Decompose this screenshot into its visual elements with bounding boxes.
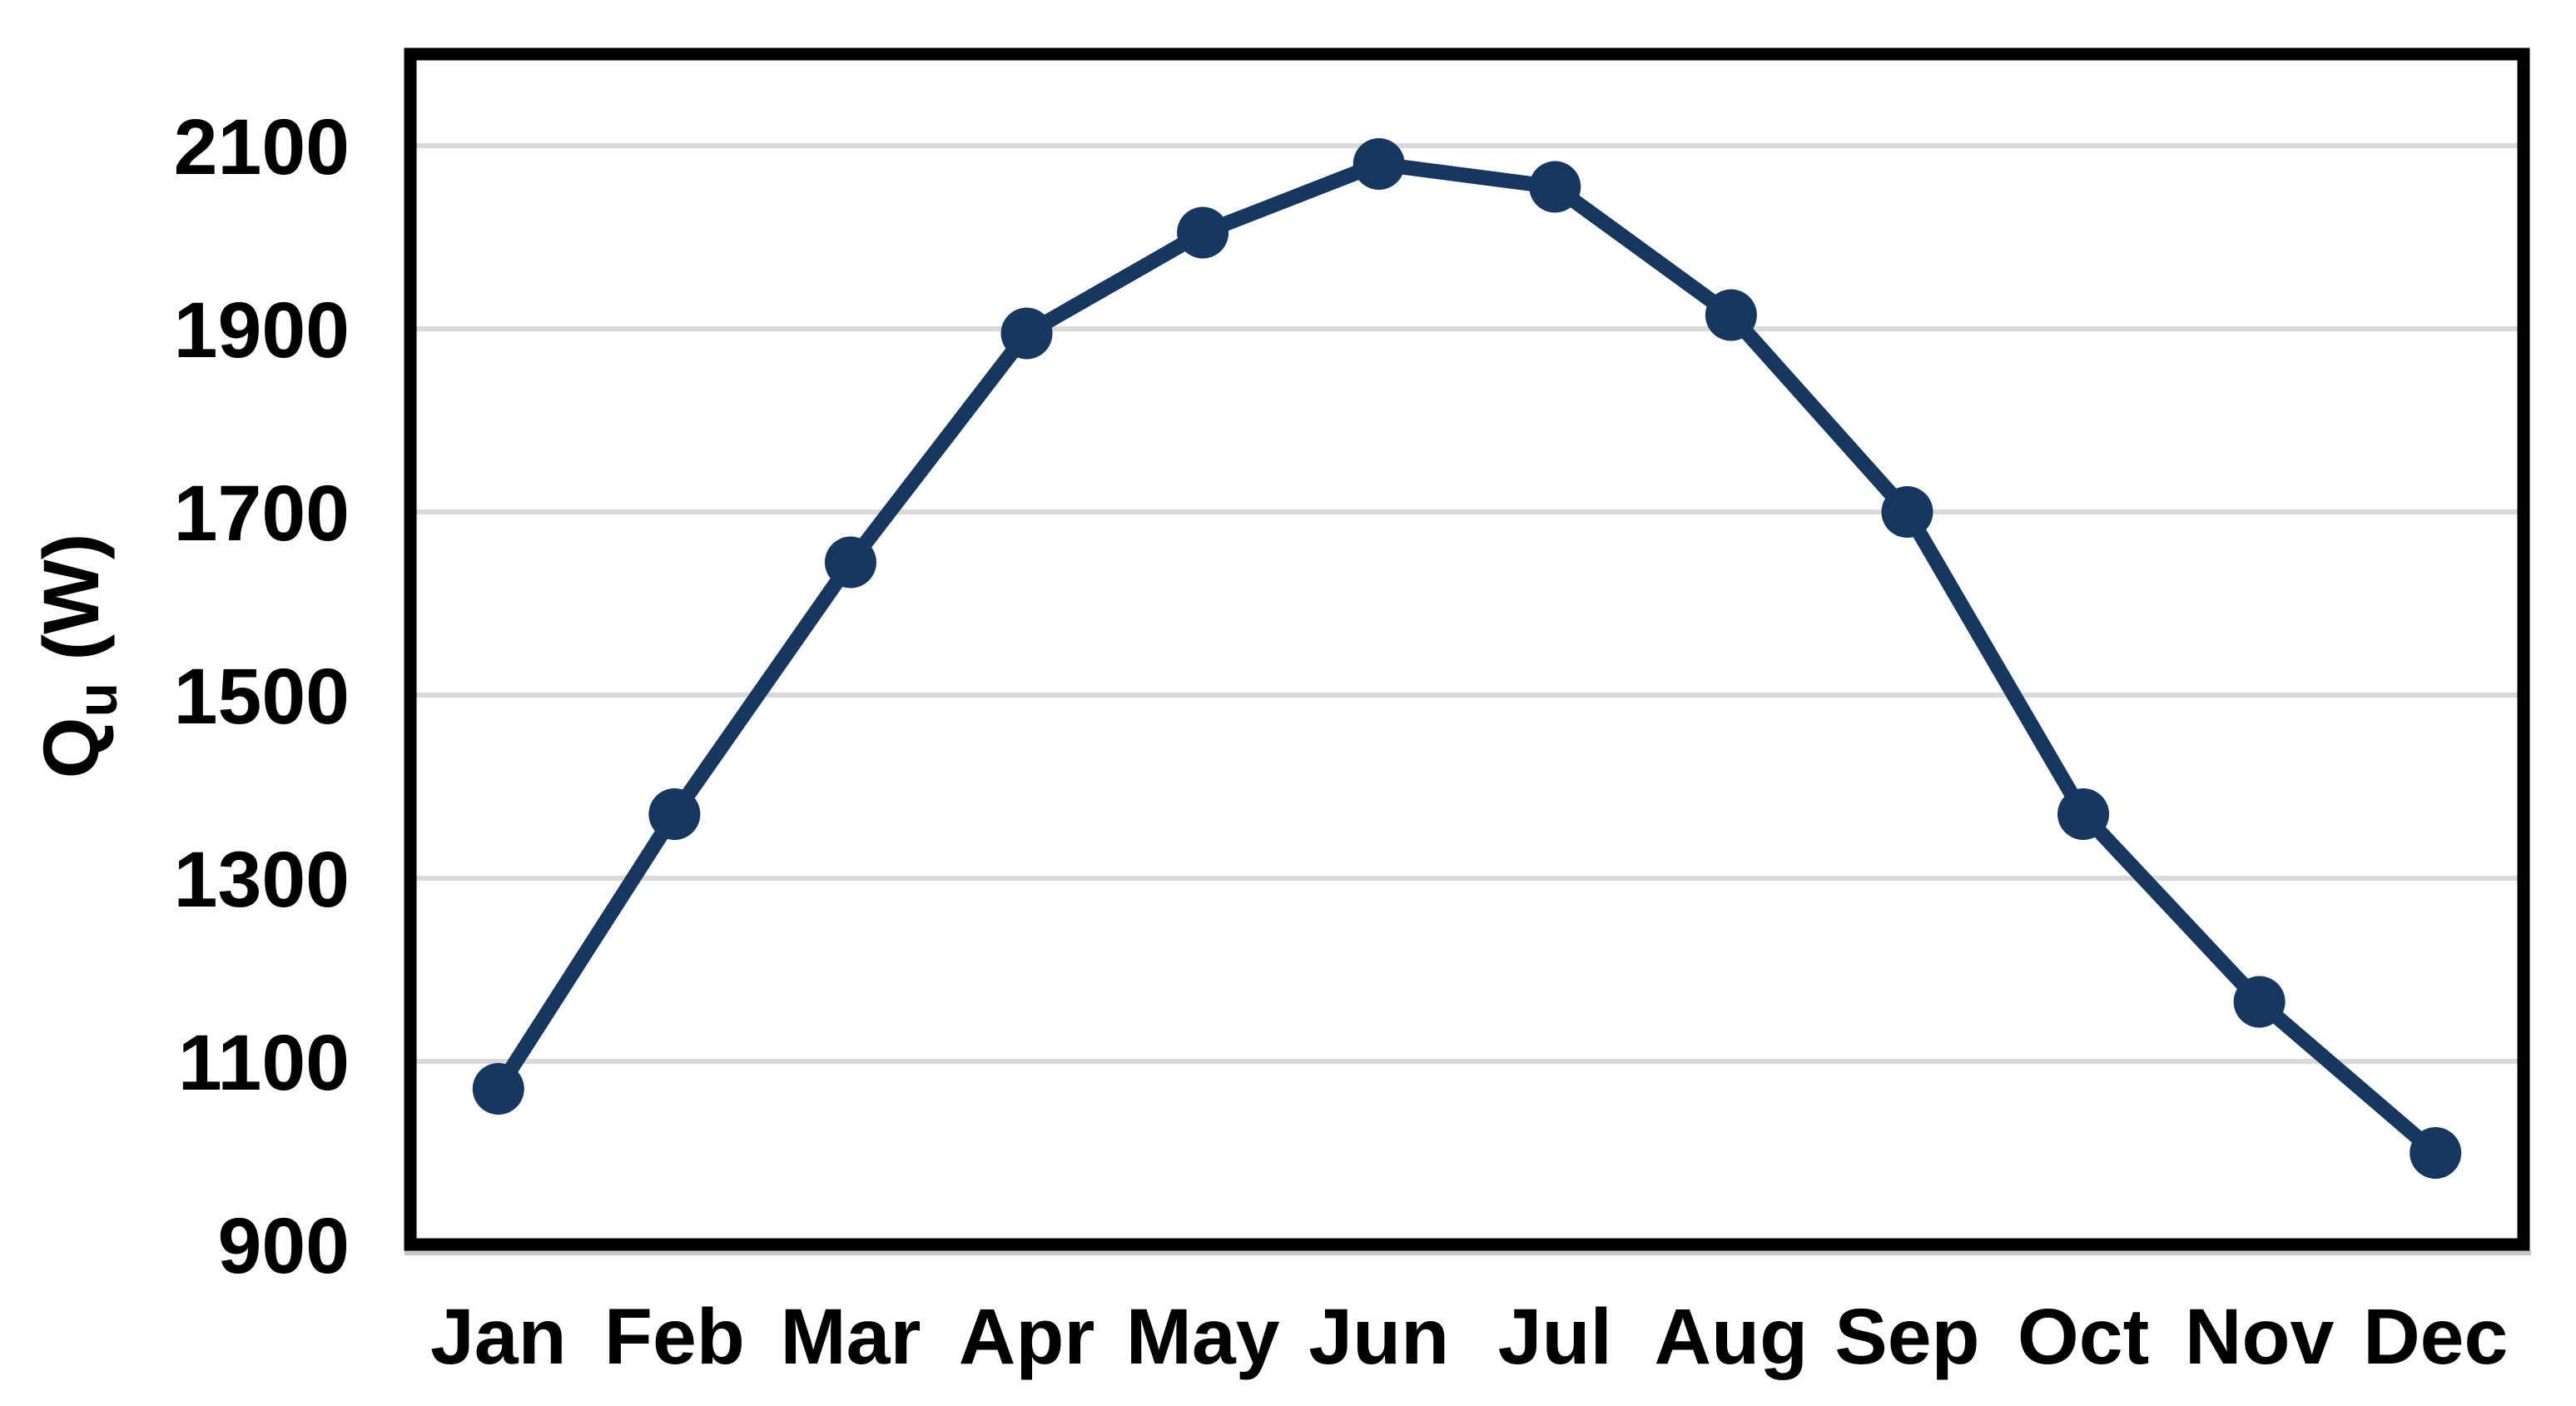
y-tick-label-1100: 1100 <box>178 1019 350 1107</box>
marker-Jul <box>1529 161 1581 213</box>
x-tick-label-Dec: Dec <box>2363 1293 2508 1381</box>
marker-Nov <box>2233 976 2286 1028</box>
marker-Aug <box>1705 289 1757 341</box>
y-tick-label-1300: 1300 <box>174 836 350 924</box>
y-tick-label-1700: 1700 <box>174 469 350 558</box>
plot-border <box>404 47 2530 1251</box>
marker-Jan <box>472 1063 524 1115</box>
x-tick-label-Sep: Sep <box>1834 1293 1979 1381</box>
y-tick-label-1500: 1500 <box>174 653 350 741</box>
marker-Oct <box>2057 788 2110 840</box>
marker-May <box>1177 206 1229 259</box>
x-tick-label-Oct: Oct <box>2018 1293 2149 1381</box>
x-tick-label-Nov: Nov <box>2185 1293 2335 1381</box>
marker-Jun <box>1353 138 1405 190</box>
y-tick-label-1900: 1900 <box>174 286 350 375</box>
y-axis-title: Qu (W) <box>27 534 129 779</box>
marker-Mar <box>824 536 876 589</box>
marker-Apr <box>1000 307 1053 360</box>
x-tick-label-Mar: Mar <box>780 1293 921 1381</box>
marker-Feb <box>648 788 701 840</box>
x-tick-label-Jan: Jan <box>430 1293 567 1381</box>
y-tick-label-900: 900 <box>217 1202 350 1290</box>
x-tick-label-Apr: Apr <box>959 1293 1095 1381</box>
y-tick-label-2100: 2100 <box>174 103 350 191</box>
series-line <box>490 156 2444 1160</box>
x-tick-label-May: May <box>1126 1293 1280 1381</box>
x-tick-label-Jul: Jul <box>1498 1293 1612 1381</box>
marker-Sep <box>1881 486 1933 538</box>
x-tick-label-Aug: Aug <box>1655 1293 1809 1381</box>
marker-Dec <box>2410 1127 2462 1179</box>
x-tick-label-Feb: Feb <box>604 1293 745 1381</box>
x-tick-label-Jun: Jun <box>1308 1293 1449 1381</box>
